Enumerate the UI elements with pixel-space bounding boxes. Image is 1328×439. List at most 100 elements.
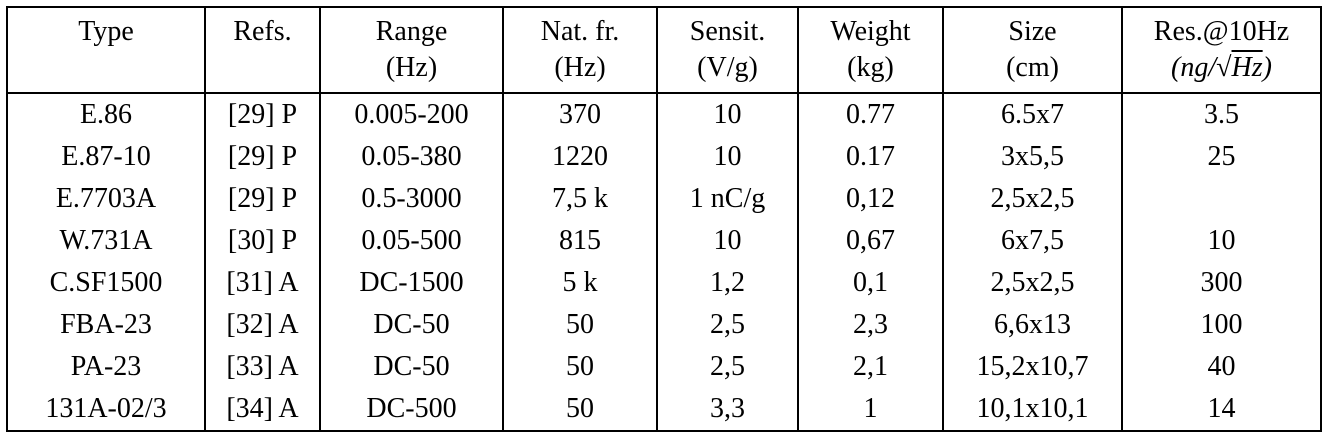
cell: 7,5 k: [502, 178, 657, 220]
unit-suffix: ): [1262, 52, 1272, 83]
cell: 1: [797, 388, 943, 431]
cell: 131A-02/3: [45, 393, 167, 424]
column-unit: (V/g): [697, 52, 758, 83]
table-header: Type Refs. Range (Hz) Nat. fr. (Hz) Sens…: [7, 7, 1321, 94]
cell: 0,1: [797, 262, 943, 304]
cell: 0.05-380: [319, 136, 503, 178]
cell: 0.77: [797, 93, 943, 136]
table-row: PA-23 [33] A DC-50 50 2,5 2,1 15,2x10,7 40: [7, 346, 1321, 388]
cell: [1121, 178, 1321, 220]
table-row: E.86 [29] P 0.005-200 370 10 0.77 6.5x7 3.5: [7, 93, 1321, 136]
column-header-natural-frequency: Nat. fr. (Hz): [502, 7, 657, 94]
cell: [33] A: [204, 346, 320, 388]
table-row: W.731A [30] P 0.05-500 815 10 0,67 6x7,5 10: [7, 220, 1321, 262]
cell: PA-23: [70, 351, 142, 382]
cell: [34] A: [204, 388, 320, 431]
cell: 25: [1121, 136, 1321, 178]
cell: 2,5x2,5: [942, 178, 1122, 220]
cell: 0.17: [797, 136, 943, 178]
cell: 2,1: [797, 346, 943, 388]
cell: 10,1x10,1: [942, 388, 1122, 431]
cell: 100: [1121, 304, 1321, 346]
cell: [29] P: [204, 136, 320, 178]
cell: [30] P: [204, 220, 320, 262]
cell: 370: [502, 93, 657, 136]
cell: 6x7,5: [942, 220, 1122, 262]
cell: 0,12: [797, 178, 943, 220]
column-header-weight: Weight (kg): [797, 7, 943, 94]
cell: [29] P: [204, 93, 320, 136]
column-unit: (kg): [847, 52, 894, 83]
column-unit-math: (ng/√Hz): [1124, 50, 1320, 91]
cell: DC-50: [319, 304, 503, 346]
cell: [31] A: [204, 262, 320, 304]
table-body: E.86 [29] P 0.005-200 370 10 0.77 6.5x7 3.5 E.87…: [7, 93, 1321, 431]
column-label: Size: [1008, 16, 1057, 47]
cell: 2,5: [656, 304, 798, 346]
cell: 40: [1121, 346, 1321, 388]
column-label: Nat. fr.: [540, 16, 620, 47]
cell: 1220: [502, 136, 657, 178]
cell: 6,6x13: [942, 304, 1122, 346]
cell: 2,5: [656, 346, 798, 388]
cell: [29] P: [204, 178, 320, 220]
cell: 0.5-3000: [319, 178, 503, 220]
column-label: Type: [78, 16, 134, 47]
cell: 6.5x7: [942, 93, 1122, 136]
cell: 815: [502, 220, 657, 262]
cell: E.7703A: [55, 183, 157, 214]
cell: 0.005-200: [319, 93, 503, 136]
cell: 300: [1121, 262, 1321, 304]
unit-radicand: Hz: [1231, 52, 1263, 83]
column-label: Sensit.: [689, 16, 766, 47]
cell: 1 nC/g: [656, 178, 798, 220]
cell: 10: [656, 220, 798, 262]
header-row: Type Refs. Range (Hz) Nat. fr. (Hz) Sens…: [7, 7, 1321, 94]
cell: DC-1500: [319, 262, 503, 304]
cell: 0.05-500: [319, 220, 503, 262]
cell: E.86: [79, 99, 133, 130]
column-label: Range: [375, 16, 448, 47]
cell: 2,3: [797, 304, 943, 346]
cell: 10: [656, 93, 798, 136]
column-header-size: Size (cm): [942, 7, 1122, 94]
column-label: Weight: [830, 16, 911, 47]
cell: 1,2: [656, 262, 798, 304]
cell: 50: [502, 304, 657, 346]
cell: 10: [1121, 220, 1321, 262]
column-unit: (cm): [1006, 52, 1059, 83]
cell: FBA-23: [60, 309, 152, 340]
column-unit: [8, 50, 204, 91]
cell: 14: [1121, 388, 1321, 431]
table-row: E.87-10 [29] P 0.05-380 1220 10 0.17 3x5,5 25: [7, 136, 1321, 178]
cell: 3.5: [1121, 93, 1321, 136]
cell: 2,5x2,5: [942, 262, 1122, 304]
cell: 3x5,5: [942, 136, 1122, 178]
cell: 3,3: [656, 388, 798, 431]
column-header-range: Range (Hz): [319, 7, 503, 94]
column-header-type: Type: [7, 7, 205, 94]
column-header-sensitivity: Sensit. (V/g): [656, 7, 798, 94]
cell: W.731A: [59, 225, 153, 256]
column-header-resolution-at-10hz: Res.@10Hz (ng/√Hz): [1121, 7, 1321, 94]
column-unit: (Hz): [554, 52, 606, 83]
cell: DC-500: [319, 388, 503, 431]
column-header-refs: Refs.: [204, 7, 320, 94]
cell: C.SF1500: [49, 267, 163, 298]
cell: 50: [502, 346, 657, 388]
table-row: FBA-23 [32] A DC-50 50 2,5 2,3 6,6x13 100: [7, 304, 1321, 346]
square-root-icon: √: [1216, 52, 1232, 83]
column-label: Res.@10Hz: [1153, 16, 1290, 47]
cell: 15,2x10,7: [942, 346, 1122, 388]
column-label: Refs.: [233, 16, 292, 47]
column-unit: [207, 50, 319, 91]
cell: 5 k: [502, 262, 657, 304]
table-row: C.SF1500 [31] A DC-1500 5 k 1,2 0,1 2,5x2,5 300: [7, 262, 1321, 304]
cell: 10: [656, 136, 798, 178]
column-unit: (Hz): [385, 52, 438, 83]
cell: 50: [502, 388, 657, 431]
cell: DC-50: [319, 346, 503, 388]
cell: [32] A: [204, 304, 320, 346]
